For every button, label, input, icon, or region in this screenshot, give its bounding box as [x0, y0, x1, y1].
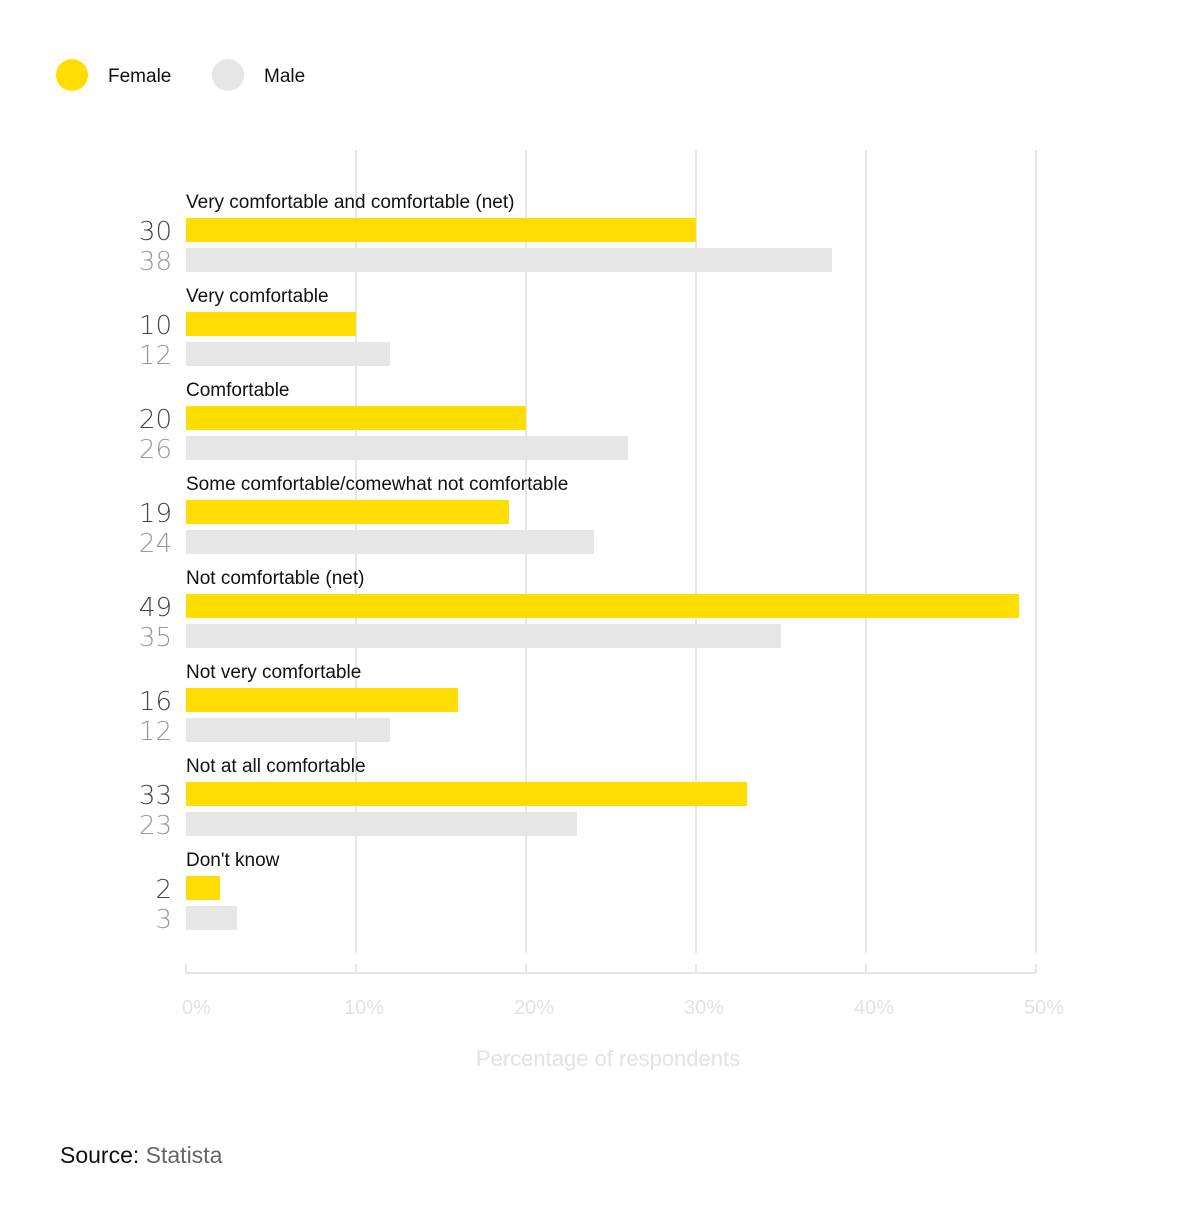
value-label-male: 35 — [139, 623, 172, 653]
bar-group-some-comfortable-comewhat-not-comfortable: Some comfortable/comewhat not comfortabl… — [139, 474, 594, 559]
bar-female — [186, 406, 526, 430]
value-label-male: 23 — [139, 811, 172, 841]
value-label-male: 3 — [155, 905, 172, 935]
value-label-female: 2 — [155, 875, 172, 905]
value-label-female: 19 — [139, 499, 172, 529]
x-axis: 0% 10% 20% 30% 40% 50% Percentage of responden… — [182, 964, 1064, 1071]
value-label-female: 30 — [139, 217, 172, 247]
bar-male — [186, 906, 237, 930]
bar-male — [186, 248, 832, 272]
source-value: Statista — [145, 1142, 223, 1168]
bar-chart: Female Male Very comfortable and comforta… — [56, 59, 1064, 1071]
category-label: Don't know — [186, 850, 280, 871]
bar-male — [186, 530, 594, 554]
category-label: Not at all comfortable — [186, 756, 366, 777]
value-label-female: 33 — [139, 781, 172, 811]
value-label-female: 16 — [139, 687, 172, 717]
category-label: Some comfortable/comewhat not comfortabl… — [186, 474, 568, 495]
value-label-male: 12 — [139, 717, 172, 747]
value-label-female: 49 — [139, 593, 172, 623]
category-label: Very comfortable — [186, 286, 329, 307]
bar-female — [186, 782, 747, 806]
value-label-male: 38 — [139, 247, 172, 277]
bar-female — [186, 876, 220, 900]
legend: Female Male — [56, 59, 305, 91]
legend-label-male: Male — [264, 66, 305, 87]
value-label-female: 10 — [139, 311, 172, 341]
bar-male — [186, 342, 390, 366]
bars: Very comfortable and comfortable (net) 30… — [139, 192, 1019, 935]
legend-swatch-male — [212, 59, 244, 91]
source-note: Source: Statista — [60, 1142, 222, 1169]
bar-female — [186, 500, 509, 524]
x-tick-label: 0% — [182, 997, 211, 1019]
bar-male — [186, 436, 628, 460]
value-label-male: 12 — [139, 341, 172, 371]
value-label-female: 20 — [139, 405, 172, 435]
category-label: Not very comfortable — [186, 662, 361, 683]
value-label-male: 26 — [139, 435, 172, 465]
category-label: Not comfortable (net) — [186, 568, 364, 589]
bar-male — [186, 812, 577, 836]
category-label: Comfortable — [186, 380, 290, 401]
x-tick-label: 20% — [514, 997, 554, 1019]
category-label: Very comfortable and comfortable (net) — [186, 192, 514, 213]
x-tick-label: 40% — [854, 997, 894, 1019]
x-axis-title: Percentage of respondents — [476, 1046, 740, 1071]
x-tick-label: 50% — [1024, 997, 1064, 1019]
bar-female — [186, 688, 458, 712]
bar-male — [186, 718, 390, 742]
legend-label-female: Female — [108, 66, 171, 87]
bar-female — [186, 312, 356, 336]
bar-male — [186, 624, 781, 648]
bar-group-don-t-know: Don't know 23 — [155, 850, 279, 935]
bar-female — [186, 218, 696, 242]
x-tick-label: 30% — [684, 997, 724, 1019]
x-tick-label: 10% — [344, 997, 384, 1019]
bar-female — [186, 594, 1019, 618]
legend-swatch-female — [56, 59, 88, 91]
source-label: Source: — [60, 1142, 140, 1168]
value-label-male: 24 — [139, 529, 172, 559]
bar-group-very-comfortable-and-comfortable-net: Very comfortable and comfortable (net) 30… — [139, 192, 832, 277]
